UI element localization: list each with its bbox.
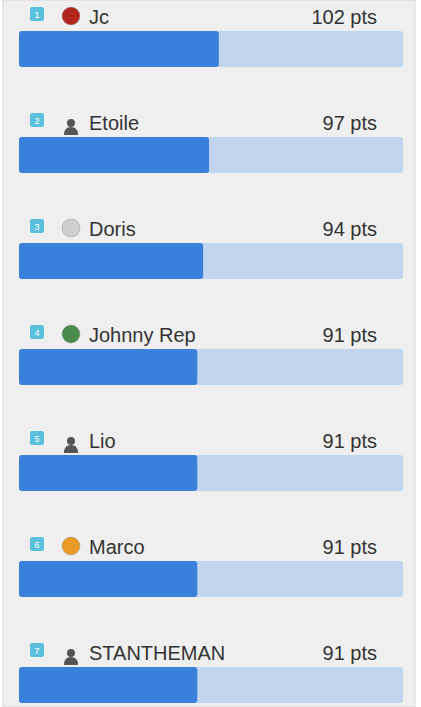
leaderboard: 1 Jc 102 pts 2 Etoile 97 pts 3 Doris 94 pts 4 John… — [0, 0, 421, 707]
rank: 4 — [34, 328, 39, 338]
avatar-body — [64, 127, 78, 135]
panel — [3, 0, 415, 707]
avatar-image — [62, 7, 80, 25]
rank: 6 — [34, 540, 39, 550]
rank-badge — [30, 113, 44, 127]
bar — [19, 455, 197, 491]
bar — [19, 31, 219, 67]
avatar — [62, 537, 80, 555]
rank-badge — [30, 643, 44, 657]
rank: 7 — [34, 646, 39, 656]
data-label: 91 pts — [323, 642, 377, 664]
labels: 1 Jc 102 pts 2 Etoile 97 pts 3 Doris 94 pts 4 John… — [30, 6, 377, 665]
rank-badge — [30, 537, 44, 551]
avatar-image — [62, 219, 80, 237]
bar-track — [19, 349, 403, 385]
rank-badge — [30, 219, 44, 233]
avatar — [62, 219, 80, 237]
bar-track — [19, 667, 403, 703]
bar-track — [19, 137, 403, 173]
bar — [19, 349, 197, 385]
rank: 1 — [34, 10, 39, 20]
bar-track — [19, 243, 403, 279]
bar — [19, 667, 197, 703]
rank: 3 — [34, 222, 39, 232]
rank-badge — [30, 7, 44, 21]
data-label: 91 pts — [323, 324, 377, 346]
avatar-head — [67, 119, 75, 127]
player-name: Jc — [89, 6, 109, 28]
data-label: 97 pts — [323, 112, 377, 134]
avatar-image — [62, 537, 80, 555]
bar-track — [19, 455, 403, 491]
avatar-image — [62, 325, 80, 343]
rank-badge — [30, 325, 44, 339]
bar — [19, 243, 203, 279]
player-name: Marco — [89, 536, 145, 558]
avatar-head — [67, 437, 75, 445]
avatar-head — [67, 649, 75, 657]
bar — [19, 137, 209, 173]
player-name: Johnny Rep — [89, 324, 196, 346]
rank: 5 — [34, 434, 39, 444]
rank: 2 — [34, 116, 39, 126]
data-label: 102 pts — [311, 6, 377, 28]
data-label: 94 pts — [323, 218, 377, 240]
avatar — [64, 649, 78, 665]
bars — [19, 31, 403, 703]
avatar — [62, 7, 80, 25]
data-label: 91 pts — [323, 430, 377, 452]
avatar-body — [64, 657, 78, 665]
player-name: STANTHEMAN — [89, 642, 225, 664]
bar-track — [19, 561, 403, 597]
avatar — [64, 437, 78, 453]
player-name: Etoile — [89, 112, 139, 134]
bar-track — [19, 31, 403, 67]
player-name: Doris — [89, 218, 136, 240]
player-name: Lio — [89, 430, 116, 452]
rank-badge — [30, 431, 44, 445]
avatar — [62, 325, 80, 343]
bar — [19, 561, 197, 597]
data-label: 91 pts — [323, 536, 377, 558]
avatar — [64, 119, 78, 135]
avatar-body — [64, 445, 78, 453]
